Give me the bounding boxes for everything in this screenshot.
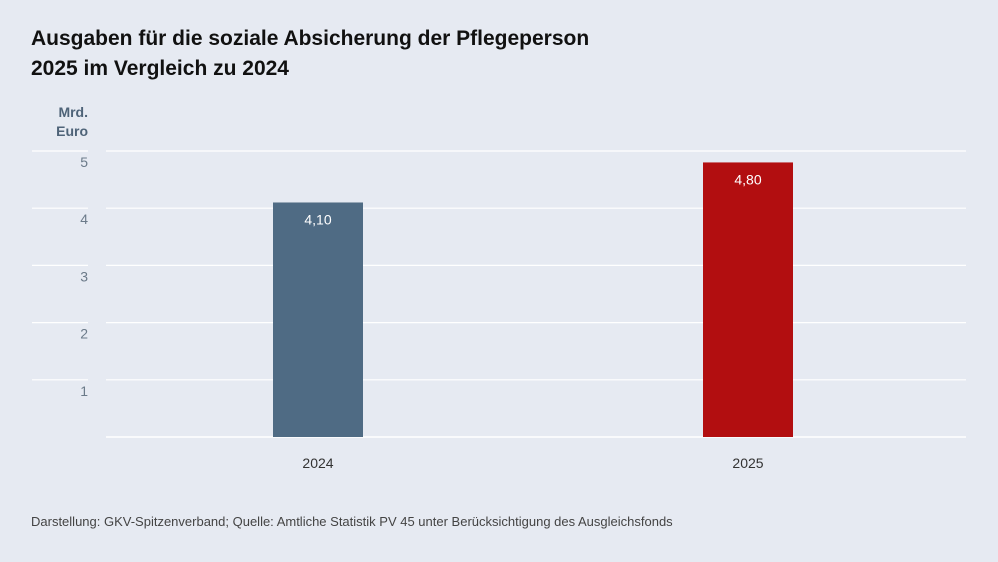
y-axis-unit-line-1: Mrd. — [58, 104, 88, 120]
y-tick-label: 5 — [80, 154, 88, 170]
x-tick-label: 2024 — [302, 455, 333, 471]
bar-2025 — [703, 162, 793, 437]
y-tick-label: 3 — [80, 268, 88, 284]
chart-title-line-1: Ausgaben für die soziale Absicherung der… — [31, 27, 590, 50]
y-tick-label: 1 — [80, 383, 88, 399]
bar-2024 — [273, 202, 363, 437]
bar-value-label: 4,80 — [734, 171, 761, 187]
x-tick-label: 2025 — [732, 455, 763, 471]
chart-title-line-2: 2025 im Vergleich zu 2024 — [31, 57, 289, 80]
source-note: Darstellung: GKV-Spitzenverband; Quelle:… — [31, 514, 673, 529]
y-tick-label: 4 — [80, 211, 88, 227]
y-axis-unit-line-2: Euro — [56, 123, 88, 139]
y-axis-unit-label: Mrd. Euro — [40, 103, 88, 141]
y-tick-label: 2 — [80, 326, 88, 342]
bar-value-label: 4,10 — [304, 211, 331, 227]
chart-title: Ausgaben für die soziale Absicherung der… — [31, 24, 589, 84]
